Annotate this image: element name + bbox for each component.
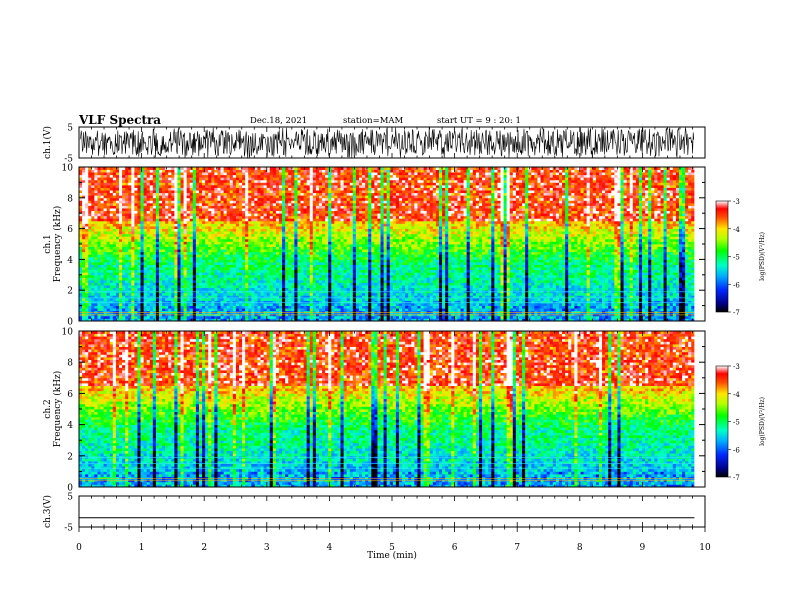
ch1-spectrogram-ylabel: Frequency (kHz) [52,206,63,283]
ch2-spectrogram-ytick-label: 4 [67,421,73,431]
ch2-spectrogram-ylabel: Frequency (kHz) [52,371,63,448]
time-axis-label: Time (min) [367,550,417,561]
ch2-spectrogram-ytick-label: 2 [67,452,73,462]
ch1-spectrogram-ytick-label: 6 [67,225,73,235]
ch1-waveform-ytick-label: 5 [67,124,73,134]
ch1-waveform-trace [79,127,695,159]
ch2-spectrogram-panel: 0 2 4 6 8 10 ch.2 Frequency (kHz) [43,328,706,494]
ch2-colorbar-label: log(PSD)(V²/Hz) [759,397,766,446]
ch2-spectrogram-ytick-label: 0 [67,484,73,494]
ch1-colorbar-tick-label: -4 [733,226,740,234]
colorbars: -3 -4 -5 -6 -7 log(PSD)(V²/Hz) -3 -4 -5 -6 -7 log(P… [715,198,766,482]
ch2-spectrogram-channel-label: ch.2 [43,399,53,418]
station-label: station=MAM [343,116,403,126]
ch1-spectrogram-channel-label: ch.1 [43,234,53,253]
time-tick-label: 7 [514,543,520,553]
ch1-spectrogram-ytick-label: 8 [67,194,73,204]
ch1-spectrogram-heatmap-cells [79,167,695,322]
time-tick-label: 3 [264,543,270,553]
ch1-colorbar-tick-label: -3 [733,198,740,206]
time-tick-label: 6 [452,543,458,553]
time-tick-label: 8 [577,543,583,553]
ch2-colorbar [715,365,729,478]
ch3-waveform-ytick-label: 5 [67,493,73,503]
ch3-waveform-ytick-label: -5 [64,524,73,534]
ch1-colorbar-tick-label: -7 [733,309,740,317]
ch3-waveform-ylabel: ch.3(V) [42,495,53,528]
time-tick-label: 1 [139,543,145,553]
time-tick-label: 0 [76,543,82,553]
ch2-spectrogram-ytick-label: 10 [62,328,74,338]
ch2-colorbar-tick-label: -4 [733,391,740,399]
ch2-colorbar-tick-label: -3 [733,363,740,371]
ch1-colorbar-tick-label: -6 [733,281,740,289]
ch1-colorbar-label: log(PSD)(V²/Hz) [759,232,766,281]
ch2-colorbar-tick-label: -6 [733,446,740,454]
time-axis: 0 1 2 3 4 5 6 7 8 9 10 Time (min) [76,127,711,561]
ch1-spectrogram-empty-region [694,167,705,321]
ch2-spectrogram-ytick-label: 6 [67,390,73,400]
ch1-waveform-ytick-label: -5 [64,155,73,165]
ch1-colorbar [715,200,729,313]
time-tick-label: 5 [389,543,395,553]
ch1-spectrogram-ytick-label: 2 [67,287,73,297]
ch2-spectrogram-empty-region [694,331,705,487]
ch1-spectrogram-panel: 0 2 4 6 8 10 ch.1 Frequency (kHz) [43,164,706,328]
time-tick-label: 2 [201,543,207,553]
chart-title: VLF Spectra [79,113,161,127]
time-tick-label: 4 [327,543,333,553]
ch1-waveform-ylabel: ch.1(V) [42,126,53,159]
ch1-spectrogram-ytick-label: 10 [62,164,74,174]
start-time-label: start UT = 9 : 20: 1 [437,116,521,126]
ch2-colorbar-tick-label: -5 [733,419,740,427]
ch1-spectrogram-ytick-label: 0 [67,318,73,328]
time-tick-label: 9 [640,543,646,553]
time-tick-label: 10 [699,543,711,553]
date-label: Dec.18, 2021 [250,116,307,126]
ch2-spectrogram-ytick-label: 8 [67,359,73,369]
ch1-colorbar-tick-label: -5 [733,254,740,262]
ch1-spectrogram-ytick-label: 4 [67,256,73,266]
ch2-colorbar-tick-label: -7 [733,474,740,482]
